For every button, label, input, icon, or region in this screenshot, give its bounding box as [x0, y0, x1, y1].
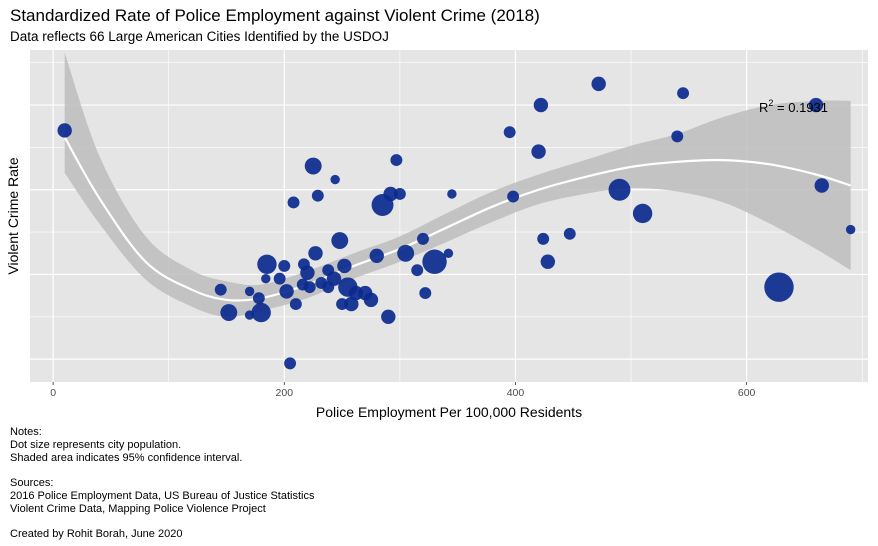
note-shaded-area: Shaded area indicates 95% confidence int…: [10, 451, 243, 464]
x-tick-label: 600: [738, 387, 756, 399]
source-police-data: 2016 Police Employment Data, US Bureau o…: [10, 489, 315, 502]
data-point: [330, 174, 340, 185]
smooth-fit-line: [63, 136, 851, 302]
data-point: [252, 292, 265, 305]
data-point: [289, 298, 302, 311]
source-crime-data: Violent Crime Data, Mapping Police Viole…: [10, 502, 266, 515]
data-point: [507, 190, 520, 203]
data-point: [443, 248, 454, 258]
data-point: [411, 264, 424, 277]
data-point: [303, 281, 316, 294]
data-point: [383, 186, 398, 202]
data-point: [533, 97, 549, 113]
data-point: [814, 178, 829, 193]
data-point: [845, 224, 856, 235]
data-point: [632, 203, 653, 224]
data-point: [397, 244, 415, 262]
notes-heading: Notes:: [10, 426, 42, 438]
chart-title: Standardized Rate of Police Employment a…: [10, 6, 540, 25]
data-point: [344, 296, 359, 312]
x-axis-ticks: 0 200 400 600: [50, 382, 756, 399]
data-point: [304, 157, 322, 175]
data-point: [287, 196, 300, 209]
data-point: [331, 232, 349, 250]
data-point: [390, 154, 403, 167]
data-point: [279, 284, 294, 299]
data-point: [677, 87, 690, 100]
x-tick-label: 200: [276, 387, 294, 399]
data-point: [57, 123, 72, 138]
data-point: [278, 260, 291, 272]
sources-heading: Sources:: [10, 477, 54, 490]
data-point: [503, 126, 516, 139]
data-point: [540, 254, 556, 269]
data-point: [326, 271, 342, 286]
data-point: [531, 144, 546, 159]
data-point: [369, 248, 384, 264]
data-point: [591, 76, 606, 92]
data-point: [764, 272, 794, 302]
data-point: [808, 97, 824, 113]
data-point: [447, 189, 457, 199]
data-point: [214, 283, 227, 296]
chart-subtitle: Data reflects 66 Large American Cities I…: [10, 29, 389, 44]
data-point: [300, 265, 315, 280]
data-point: [563, 227, 576, 240]
x-tick-label: 400: [507, 387, 525, 399]
data-point: [417, 232, 429, 245]
data-point: [261, 273, 271, 284]
data-point: [251, 302, 271, 323]
x-axis-title: Police Employment Per 100,000 Residents: [316, 404, 582, 420]
r-squared-base: R: [759, 100, 768, 115]
data-point: [419, 287, 432, 300]
data-point: [422, 249, 447, 274]
notes-block: Notes: Dot size represents city populati…: [10, 426, 314, 541]
data-point: [608, 178, 631, 201]
data-point: [337, 258, 352, 274]
y-axis-title: Violent Crime Rate: [5, 157, 21, 274]
data-point: [311, 189, 324, 202]
r-squared-annotation: R2 = 0.1931: [759, 98, 828, 115]
x-tick-label: 0: [50, 387, 56, 399]
r-squared-sup: 2: [768, 98, 773, 108]
data-point: [363, 292, 379, 308]
data-point: [273, 272, 286, 285]
credit-line: Created by Rohit Borah, June 2020: [10, 528, 183, 541]
data-point: [393, 188, 406, 200]
data-point: [220, 304, 238, 322]
data-point: [257, 254, 277, 274]
r-squared-value: = 0.1931: [773, 100, 828, 115]
note-dot-size: Dot size represents city population.: [10, 438, 182, 451]
data-point: [244, 286, 255, 297]
data-point: [308, 246, 323, 261]
data-point: [381, 309, 396, 324]
data-point: [284, 357, 297, 370]
data-points: [57, 76, 856, 370]
confidence-ribbon: [64, 52, 851, 317]
data-point: [537, 232, 550, 245]
data-point: [671, 130, 684, 143]
scatter-chart: 0 200 400 600 R2 = 0.1931 Police Employment…: [5, 50, 868, 420]
